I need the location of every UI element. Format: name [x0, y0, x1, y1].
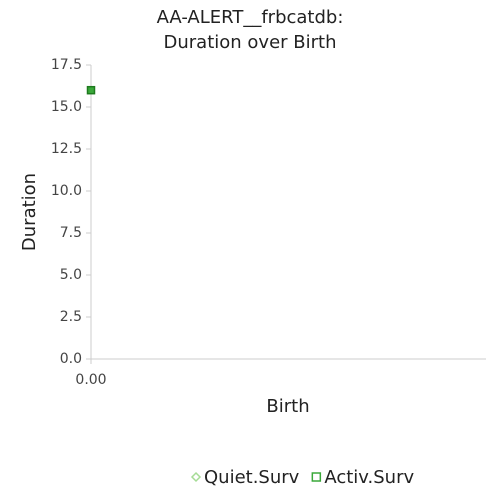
legend-label: Quiet.Surv	[204, 467, 300, 488]
legend-marker	[190, 471, 202, 483]
y-tick-label: 5.0	[60, 267, 82, 283]
legend-label: Activ.Surv	[324, 467, 414, 488]
y-tick-label: 2.5	[60, 309, 82, 325]
y-tick-label: 7.5	[60, 225, 82, 241]
y-axis-label: Duration	[19, 173, 40, 251]
x-tick-label: 0.00	[75, 372, 106, 388]
y-tick-label: 10.0	[51, 183, 82, 199]
y-tick-label: 17.5	[51, 57, 82, 73]
y-tick-label: 12.5	[51, 141, 82, 157]
x-axis-label: Birth	[266, 396, 309, 417]
y-tick-label: 0.0	[60, 351, 82, 367]
y-tick-label: 15.0	[51, 99, 82, 115]
chart-title: AA-ALERT__frbcatdb:	[157, 7, 344, 28]
legend-marker	[311, 472, 322, 482]
point	[86, 85, 96, 95]
chart-title: Duration over Birth	[164, 32, 337, 53]
